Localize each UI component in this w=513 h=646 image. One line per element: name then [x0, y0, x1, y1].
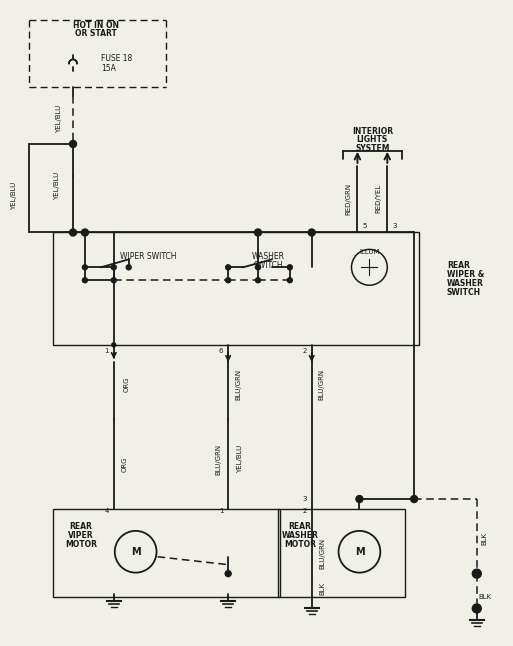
Text: 3: 3 [392, 222, 397, 229]
Text: FUSE 18: FUSE 18 [101, 54, 132, 63]
Circle shape [226, 278, 231, 283]
Text: HOT IN ON: HOT IN ON [73, 21, 119, 30]
Circle shape [70, 140, 76, 147]
Text: BLK: BLK [320, 582, 326, 595]
Circle shape [287, 265, 292, 270]
Text: RED/YEL: RED/YEL [376, 184, 381, 213]
Text: 15A: 15A [101, 64, 116, 73]
Text: 5: 5 [362, 222, 367, 229]
Circle shape [126, 265, 131, 270]
Text: BLK: BLK [482, 532, 488, 545]
Text: OR START: OR START [75, 29, 117, 38]
Text: WASHER: WASHER [281, 532, 318, 540]
Circle shape [82, 229, 88, 236]
Text: 3: 3 [303, 496, 307, 502]
Text: YEL/BLU: YEL/BLU [54, 172, 60, 200]
Bar [53, 509, 280, 596]
Text: ILLUM: ILLUM [359, 249, 380, 255]
Text: YEL/BLU: YEL/BLU [11, 182, 17, 210]
Text: YEL/BLU: YEL/BLU [56, 105, 62, 133]
Circle shape [254, 229, 262, 236]
Text: 4: 4 [105, 508, 109, 514]
Text: WASHER: WASHER [251, 252, 284, 261]
Circle shape [225, 570, 231, 577]
Text: BLU/GRN: BLU/GRN [319, 369, 325, 401]
Text: BLU/GRN: BLU/GRN [235, 369, 241, 401]
Text: VIPER: VIPER [68, 532, 94, 540]
Text: BLU/GRN: BLU/GRN [320, 538, 326, 569]
Circle shape [83, 278, 87, 283]
Circle shape [308, 229, 315, 236]
Text: INTERIOR: INTERIOR [352, 127, 393, 136]
Bar [278, 509, 405, 596]
Text: 2: 2 [303, 508, 307, 514]
Text: REAR: REAR [288, 523, 311, 532]
Text: REAR: REAR [447, 261, 470, 270]
Text: YEL/BLU: YEL/BLU [237, 445, 243, 474]
Text: ORG: ORG [122, 457, 128, 472]
Circle shape [111, 265, 116, 270]
Text: SYSTEM: SYSTEM [355, 145, 389, 154]
Text: RED/GRN: RED/GRN [345, 183, 351, 214]
Text: BLU/GRN: BLU/GRN [215, 444, 221, 475]
Text: 1: 1 [219, 508, 224, 514]
Circle shape [356, 495, 363, 503]
Circle shape [287, 278, 292, 283]
Text: ORG: ORG [124, 377, 130, 392]
Text: MOTOR: MOTOR [65, 540, 97, 549]
Text: WIPER SWITCH: WIPER SWITCH [121, 252, 177, 261]
Text: M: M [354, 547, 364, 557]
Circle shape [472, 569, 481, 578]
Text: BLK: BLK [478, 594, 491, 599]
Text: 1: 1 [105, 348, 109, 354]
Text: 2: 2 [303, 348, 307, 354]
Circle shape [70, 229, 76, 236]
Circle shape [255, 278, 261, 283]
Circle shape [112, 343, 116, 347]
Text: SWITCH: SWITCH [253, 261, 283, 270]
Text: REAR: REAR [70, 523, 92, 532]
Circle shape [472, 604, 481, 613]
Text: SWITCH: SWITCH [447, 287, 481, 297]
Bar [53, 233, 419, 345]
Circle shape [226, 265, 231, 270]
Text: WASHER: WASHER [447, 278, 484, 287]
Circle shape [111, 278, 116, 283]
Circle shape [255, 265, 261, 270]
Circle shape [83, 265, 87, 270]
Text: MOTOR: MOTOR [284, 540, 316, 549]
Text: M: M [131, 547, 141, 557]
Text: WIPER &: WIPER & [447, 270, 484, 279]
Circle shape [411, 495, 418, 503]
Text: 6: 6 [219, 348, 224, 354]
Text: LIGHTS: LIGHTS [357, 136, 388, 145]
